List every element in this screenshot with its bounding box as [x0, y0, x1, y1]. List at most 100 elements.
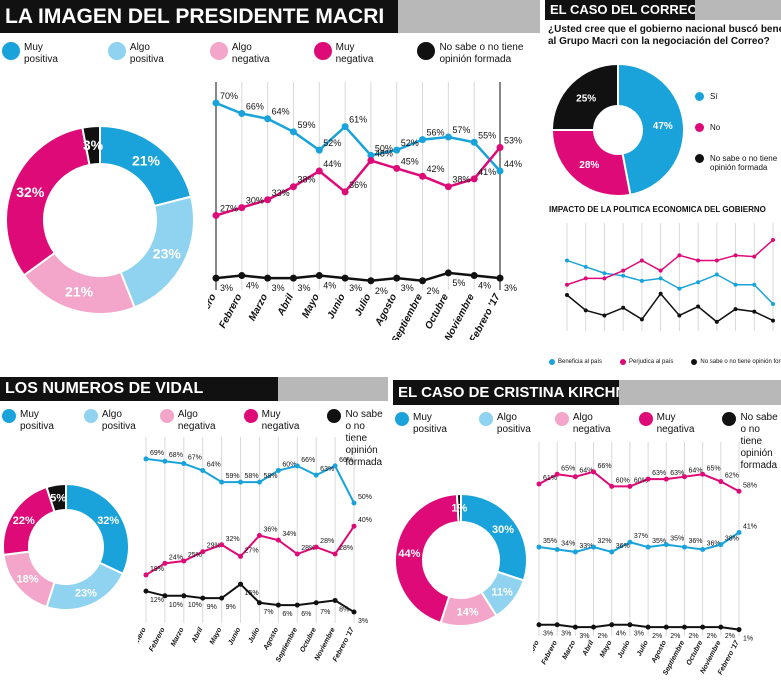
legend-swatch [159, 409, 174, 423]
impacto-legend-label: No sabe o no tiene opinión formada [700, 359, 781, 365]
data-label: 7% [320, 609, 330, 616]
data-point [700, 546, 706, 552]
data-point [714, 319, 719, 324]
data-point [771, 237, 775, 242]
series-line [145, 525, 355, 576]
data-point [718, 624, 724, 630]
pie-slice-label: 11% [491, 587, 513, 599]
data-point [313, 544, 319, 550]
x-tick-label: Julio [636, 639, 650, 657]
data-label: 3% [272, 283, 285, 293]
pie-slice-label: 25% [576, 94, 596, 105]
data-point [264, 115, 272, 123]
impacto-legend: Beneficia al país Perjudica al país No sab… [549, 359, 781, 365]
data-label: 24% [169, 554, 183, 561]
data-point [639, 278, 644, 283]
data-point [736, 488, 742, 494]
legend-item: Muy negativa [243, 409, 299, 469]
data-label: 4% [246, 281, 259, 291]
data-label: 27% [245, 547, 259, 554]
vidal-panel: LOS NUMEROS DE VIDAL Muy positiva Algo posi… [0, 377, 388, 693]
data-point [700, 624, 706, 630]
x-tick-label: Enero [208, 292, 219, 322]
data-label: 66% [598, 463, 612, 470]
legend-label-line2: opinión formada [439, 54, 512, 65]
data-point [143, 456, 149, 462]
correo-legend: Sí No No sabe o no tiene opinión formada [695, 92, 779, 194]
legend-label-line2: positiva [129, 54, 164, 65]
pie-slice [45, 482, 67, 514]
data-label: 3% [543, 631, 553, 638]
series-line [539, 623, 740, 631]
correo-legend-item: Sí [695, 92, 779, 101]
x-tick-label: Junio [617, 639, 632, 659]
data-label: 9% [226, 604, 236, 611]
macri-panel: LA IMAGEN DEL PRESIDENTE MACRI Muy positi… [0, 0, 540, 340]
data-label: 33% [272, 188, 290, 198]
data-point [696, 280, 701, 285]
data-point [602, 271, 607, 276]
series-line [566, 292, 774, 323]
legend-label-line2: positiva [413, 424, 447, 435]
data-point [315, 146, 323, 154]
data-label: 37% [634, 533, 648, 540]
data-point [609, 622, 615, 628]
macri-legend: Muy positiva Algo positiva Algo negativa Muy ne… [2, 42, 523, 66]
series-line [215, 271, 501, 283]
data-point [294, 602, 300, 608]
data-label: 2% [688, 633, 698, 640]
data-label: 41% [743, 524, 757, 531]
data-point [536, 481, 542, 487]
impacto-legend-label: Perjudica al país [629, 359, 674, 365]
data-label: 10% [169, 602, 183, 609]
x-tick-label: Abril [190, 626, 205, 645]
legend-item: Algo positiva [83, 409, 136, 469]
x-tick-label: Marzo [561, 639, 577, 661]
pie-slice-label: 21% [132, 152, 161, 168]
series-line [538, 470, 740, 493]
legend-label-line2: negativa [335, 54, 374, 65]
data-point [256, 532, 262, 538]
data-label: 6% [301, 611, 311, 618]
correo-question: ¿Usted cree que el gobierno nacional bus… [548, 24, 781, 48]
data-label: 15% [245, 590, 259, 597]
data-point [393, 146, 401, 154]
data-label: 4% [323, 281, 336, 291]
data-point [351, 523, 357, 529]
data-label: 41% [478, 167, 496, 177]
pie-slice-label: 3% [83, 137, 104, 153]
legend-swatch [695, 92, 704, 101]
data-label: 44% [504, 159, 522, 169]
correo-legend-item: No sabe o no tiene opinión formada [695, 154, 779, 172]
pie-slice-label: 14% [457, 606, 479, 618]
legend-swatch [313, 42, 332, 60]
data-label: 2% [707, 633, 717, 640]
data-point [554, 546, 560, 552]
legend-item: Algo negativa [554, 412, 611, 472]
data-point [736, 530, 742, 536]
data-point [700, 471, 706, 477]
series-line [145, 457, 355, 504]
correo-legend-label: No [710, 123, 721, 132]
data-point [419, 277, 427, 285]
data-label: 3% [349, 283, 362, 293]
legend-item: Algo negativa [159, 409, 216, 469]
data-point [219, 595, 225, 601]
legend-label-line1: Algo [129, 42, 150, 53]
data-point [275, 537, 281, 543]
legend-label-line2: positiva [24, 54, 58, 65]
data-label: 2% [652, 633, 662, 640]
data-point [696, 304, 701, 309]
data-point [572, 624, 578, 630]
pie-slice-label: 44% [398, 548, 420, 560]
data-point [554, 471, 560, 477]
data-label: 36% [616, 543, 630, 550]
data-label: 60% [634, 477, 648, 484]
data-point [609, 549, 615, 555]
legend-swatch [549, 359, 555, 365]
x-tick-label: Mayo [599, 639, 614, 659]
legend-label-line2: positiva [496, 424, 531, 435]
data-label: 3% [401, 283, 414, 293]
data-label: 58% [263, 473, 277, 480]
data-label: 3% [504, 283, 517, 293]
